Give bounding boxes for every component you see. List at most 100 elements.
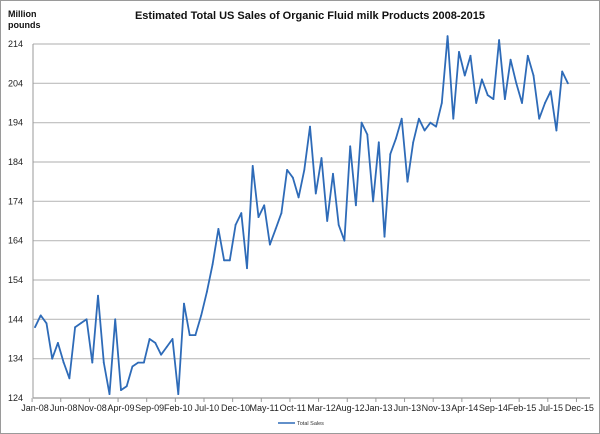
data-point [389,153,392,156]
data-point [418,117,420,120]
y-tick-label: 134 [8,354,23,364]
data-point [538,117,541,120]
data-point [372,200,374,203]
data-point [62,361,65,364]
data-point [377,141,380,144]
data-point [148,338,151,340]
data-point [469,54,472,57]
x-tick-label: Feb-10 [164,403,193,413]
data-point [194,334,197,336]
data-point [200,314,203,317]
data-point [286,168,289,171]
data-point [354,204,357,207]
data-point [297,196,300,199]
data-point [154,342,157,344]
x-tick-label: Dec-10 [221,403,250,413]
data-point [314,192,317,195]
data-point [165,345,168,348]
chart-title: Estimated Total US Sales of Organic Flui… [135,10,485,22]
y-tick-label: 194 [8,118,23,128]
data-point [217,227,220,230]
data-point [498,39,501,41]
y-tick-label: 204 [8,78,23,88]
x-tick-label: Mar-12 [307,403,336,413]
data-point [446,35,449,38]
legend: Total Sales [278,421,324,427]
data-point [131,365,134,368]
x-tick-label: Nov-08 [78,403,107,413]
data-point [303,168,306,171]
data-point [280,212,283,215]
series-line [34,35,569,396]
data-point [97,294,99,297]
data-point [463,74,466,77]
y-tick-label: 164 [8,236,23,246]
data-point [91,361,94,364]
data-point [383,235,386,238]
x-tick-label: Jul-10 [195,403,220,413]
data-point [51,357,54,360]
x-tick-label: Apr-09 [107,403,134,413]
data-point [395,137,397,140]
data-point [183,302,185,305]
data-point [526,54,529,57]
x-tick-label: Aug-12 [336,403,365,413]
y-tick-label: 214 [8,39,23,49]
x-tick-label: Jun-13 [394,403,422,413]
data-point [521,102,523,104]
x-tick-label: Oct-11 [280,403,306,413]
data-point [435,125,437,128]
data-point [274,227,277,230]
data-point [452,117,455,120]
data-point [108,393,111,395]
data-point [337,224,340,226]
legend-label: Total Sales [297,421,324,427]
y-tick-label: 154 [8,275,23,285]
data-point [326,220,329,222]
data-point [206,290,208,293]
data-point [263,204,266,207]
data-point [544,102,546,104]
data-point [68,377,71,380]
data-point [349,145,352,148]
data-point [555,129,558,132]
x-tick-label: May-11 [250,403,279,413]
x-tick-label: Sep-14 [479,403,508,413]
data-point [211,263,214,266]
data-point [475,102,478,104]
x-tick-label: Jan-13 [365,403,393,413]
x-tick-label: Jul-15 [538,403,563,413]
x-tick-label: Dec-15 [565,403,594,413]
data-point [423,129,426,132]
data-point [549,90,552,93]
data-point [360,121,363,124]
data-point [137,361,140,364]
data-point [566,82,569,85]
data-point [412,141,415,144]
data-point [492,98,495,100]
data-point [509,58,512,61]
data-point [102,361,105,364]
data-point [257,216,260,218]
data-point [291,176,294,179]
y-tick-label: 174 [8,196,23,206]
data-point [177,393,180,395]
data-point [228,259,231,262]
y-tick-label: 184 [8,157,23,167]
data-point [223,259,225,262]
data-point [240,212,243,215]
data-point [246,267,248,270]
data-point [251,165,254,167]
data-point [57,342,59,344]
data-point [366,133,369,136]
data-point [458,50,460,53]
x-tick-label: Jan-08 [21,403,49,413]
data-point [343,239,346,242]
y-axis-label-line1: Million [8,9,37,19]
data-point [429,121,432,124]
y-tick-label: 144 [8,314,23,324]
data-point [406,180,409,183]
data-point [503,98,506,100]
data-point [114,318,117,321]
